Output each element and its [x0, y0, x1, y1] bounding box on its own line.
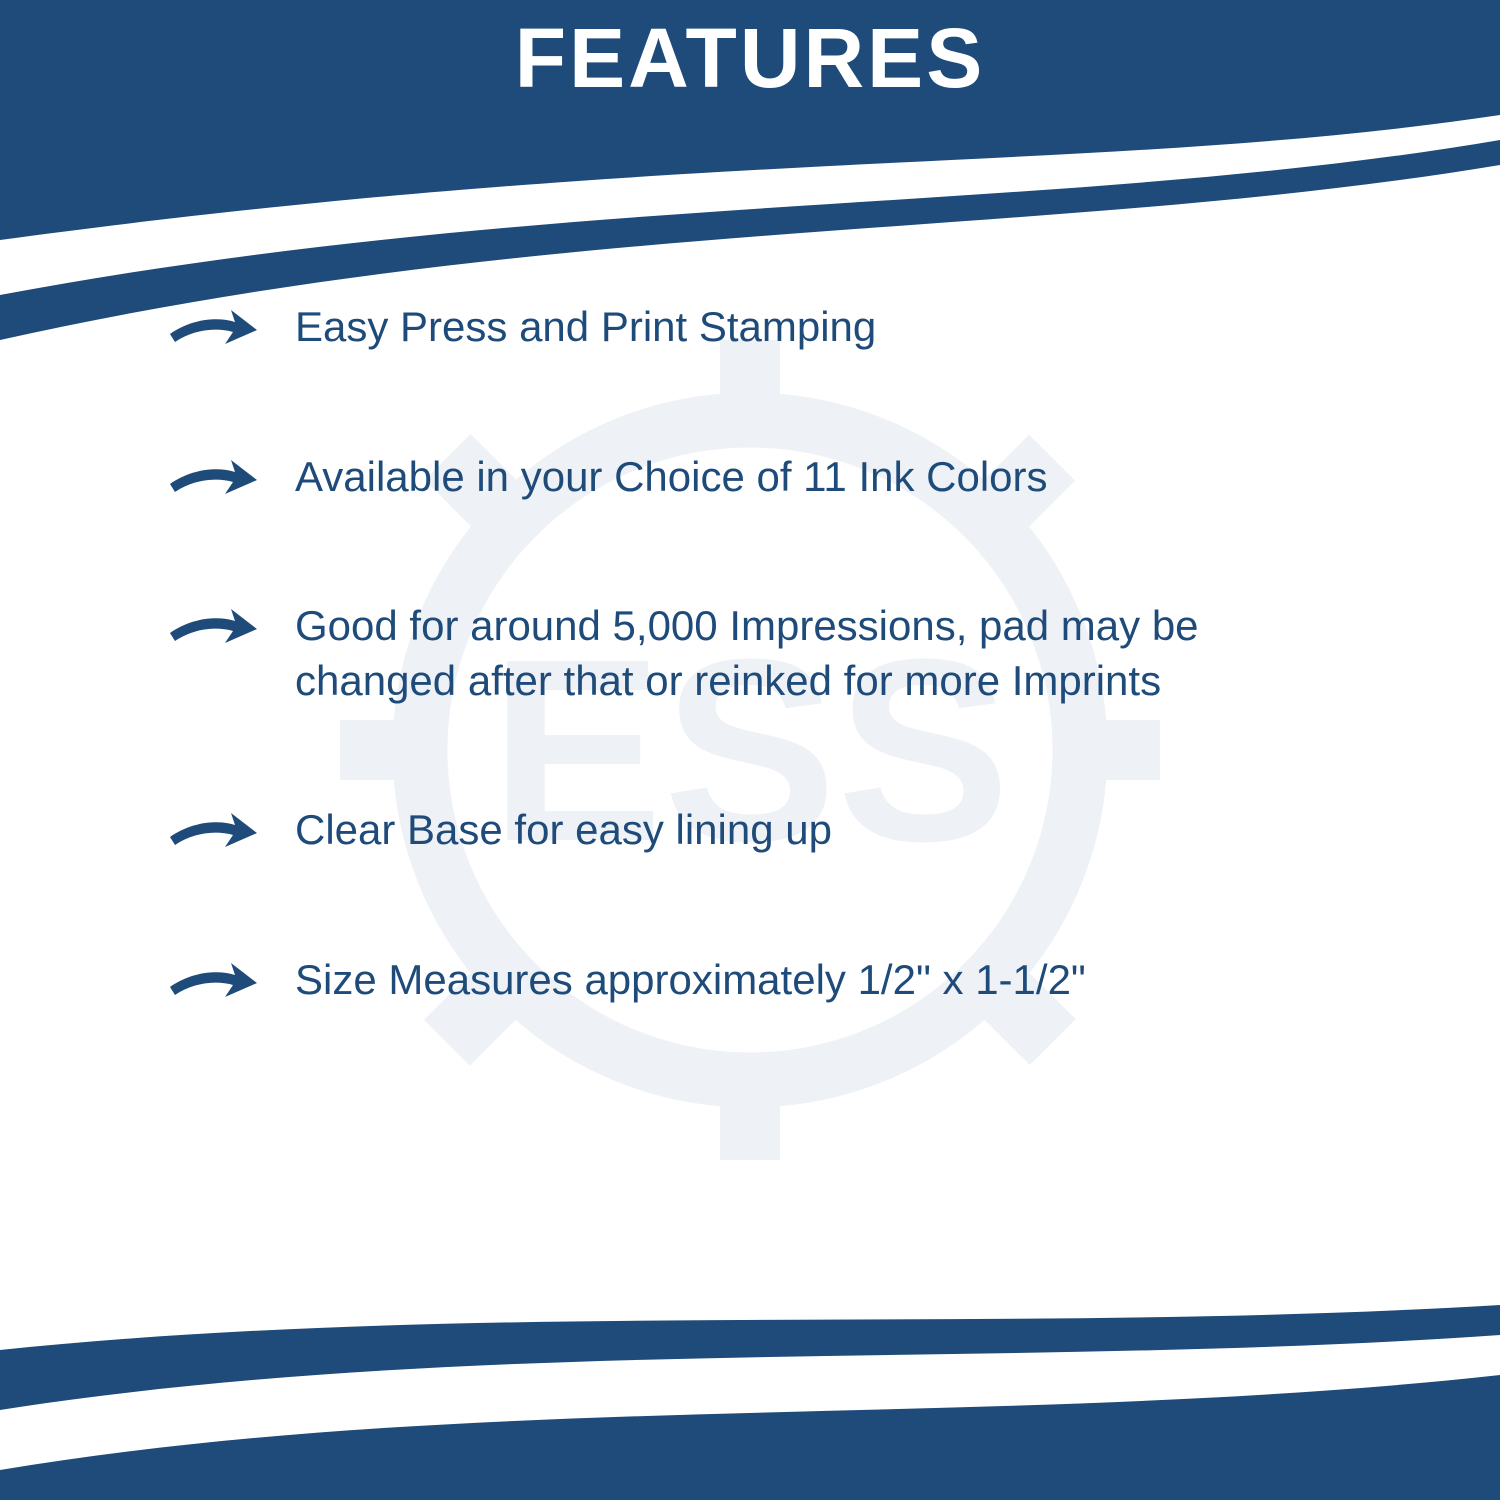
feature-text: Good for around 5,000 Impressions, pad m…	[295, 599, 1345, 708]
infographic-page: ESS FEATURES Easy Press and Print Stampi…	[0, 0, 1500, 1500]
feature-text: Size Measures approximately 1/2" x 1-1/2…	[295, 953, 1086, 1008]
feature-row: Good for around 5,000 Impressions, pad m…	[165, 599, 1365, 708]
feature-text: Clear Base for easy lining up	[295, 803, 832, 858]
arrow-icon	[165, 452, 260, 502]
feature-text: Available in your Choice of 11 Ink Color…	[295, 450, 1048, 505]
feature-text: Easy Press and Print Stamping	[295, 300, 876, 355]
arrow-icon	[165, 805, 260, 855]
feature-row: Available in your Choice of 11 Ink Color…	[165, 450, 1365, 505]
arrow-icon	[165, 601, 260, 651]
page-title: FEATURES	[0, 10, 1500, 107]
feature-row: Easy Press and Print Stamping	[165, 300, 1365, 355]
feature-row: Size Measures approximately 1/2" x 1-1/2…	[165, 953, 1365, 1008]
arrow-icon	[165, 955, 260, 1005]
arrow-icon	[165, 302, 260, 352]
features-list: Easy Press and Print Stamping Available …	[165, 300, 1365, 1103]
feature-row: Clear Base for easy lining up	[165, 803, 1365, 858]
footer-wave	[0, 1300, 1500, 1500]
